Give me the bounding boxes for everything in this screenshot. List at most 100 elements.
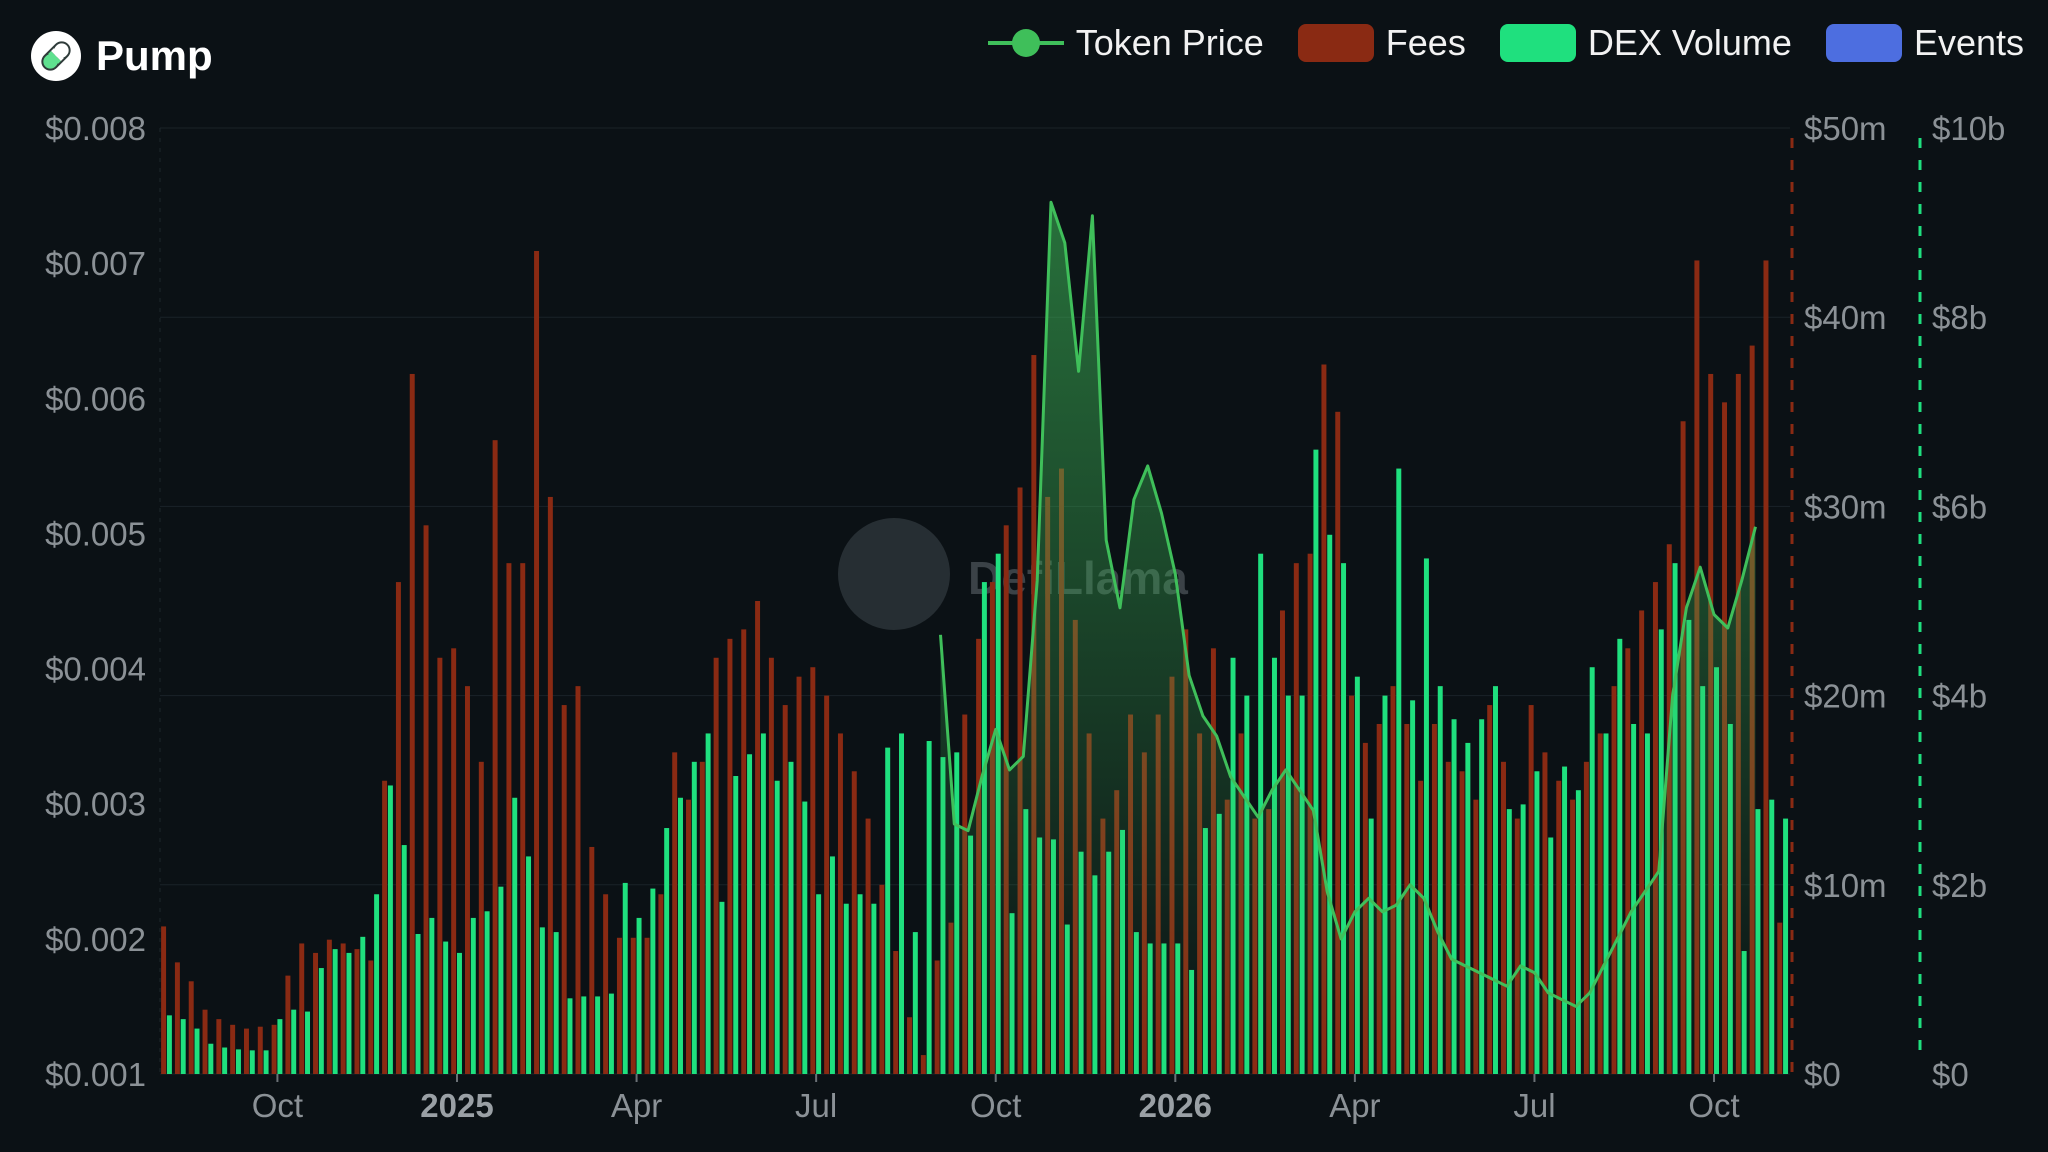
fees-bar[interactable] — [561, 705, 567, 1074]
dex-volume-bar[interactable] — [788, 761, 794, 1074]
dex-volume-bar[interactable] — [180, 1019, 186, 1074]
dex-volume-bar[interactable] — [1382, 695, 1388, 1074]
fees-bar[interactable] — [368, 960, 374, 1074]
dex-volume-bar[interactable] — [829, 856, 835, 1074]
dex-volume-bar[interactable] — [636, 917, 642, 1074]
fees-bar[interactable] — [340, 943, 346, 1074]
dex-volume-bar[interactable] — [1575, 790, 1581, 1074]
fees-bar[interactable] — [326, 939, 332, 1074]
fees-bar[interactable] — [243, 1028, 249, 1074]
dex-volume-bar[interactable] — [1506, 809, 1512, 1074]
fees-bar[interactable] — [1445, 761, 1451, 1074]
dex-volume-bar[interactable] — [1313, 449, 1319, 1074]
dex-volume-bar[interactable] — [747, 754, 753, 1074]
fees-bar[interactable] — [893, 951, 899, 1074]
fees-bar[interactable] — [188, 981, 194, 1074]
fees-bar[interactable] — [603, 894, 609, 1074]
dex-volume-bar[interactable] — [526, 856, 532, 1074]
dex-volume-bar[interactable] — [1617, 638, 1623, 1074]
fees-bar[interactable] — [644, 937, 650, 1074]
fees-bar[interactable] — [547, 496, 553, 1074]
fees-bar[interactable] — [1431, 723, 1437, 1074]
fees-bar[interactable] — [699, 761, 705, 1074]
fees-bar[interactable] — [161, 926, 167, 1074]
fees-bar[interactable] — [1611, 686, 1617, 1074]
dex-volume-bar[interactable] — [581, 996, 587, 1074]
fees-bar[interactable] — [672, 752, 678, 1074]
dex-volume-bar[interactable] — [1589, 667, 1595, 1074]
dex-volume-bar[interactable] — [664, 828, 670, 1074]
fees-bar[interactable] — [1376, 723, 1382, 1074]
fees-bar[interactable] — [713, 657, 719, 1074]
dex-volume-bar[interactable] — [1603, 733, 1609, 1074]
fees-bar[interactable] — [589, 846, 595, 1074]
fees-bar[interactable] — [686, 799, 691, 1074]
dex-volume-bar[interactable] — [1354, 676, 1360, 1074]
dex-volume-bar[interactable] — [843, 903, 849, 1074]
dex-volume-bar[interactable] — [1783, 818, 1789, 1074]
dex-volume-bar[interactable] — [277, 1019, 283, 1074]
fees-bar[interactable] — [1390, 686, 1396, 1074]
fees-bar[interactable] — [1597, 733, 1603, 1074]
dex-volume-bar[interactable] — [1465, 742, 1471, 1074]
fees-bar[interactable] — [1514, 818, 1520, 1074]
dex-volume-bar[interactable] — [595, 996, 601, 1074]
dex-volume-bar[interactable] — [567, 998, 573, 1074]
fees-bar[interactable] — [879, 884, 885, 1074]
dex-volume-bar[interactable] — [1437, 686, 1443, 1074]
dex-volume-bar[interactable] — [1396, 468, 1402, 1074]
fees-bar[interactable] — [271, 1024, 277, 1074]
token-price-line[interactable] — [939, 200, 1757, 1008]
dex-volume-bar[interactable] — [374, 894, 380, 1074]
fees-bar[interactable] — [437, 657, 443, 1074]
fees-bar[interactable] — [478, 761, 484, 1074]
dex-volume-bar[interactable] — [912, 932, 918, 1074]
fees-bar[interactable] — [1459, 771, 1465, 1074]
dex-volume-bar[interactable] — [1479, 719, 1485, 1074]
dex-volume-bar[interactable] — [222, 1047, 228, 1074]
fees-bar[interactable] — [1763, 260, 1769, 1074]
dex-volume-bar[interactable] — [539, 927, 545, 1074]
fees-bar[interactable] — [409, 373, 415, 1075]
fees-bar[interactable] — [796, 676, 802, 1074]
fees-bar[interactable] — [492, 440, 498, 1074]
fees-bar[interactable] — [865, 818, 871, 1074]
fees-bar[interactable] — [920, 1055, 926, 1074]
fees-bar[interactable] — [824, 695, 830, 1074]
dex-volume-bar[interactable] — [415, 933, 421, 1074]
fees-bar[interactable] — [851, 771, 857, 1074]
fees-bar[interactable] — [837, 733, 843, 1074]
fees-bar[interactable] — [575, 686, 581, 1074]
fees-bar[interactable] — [174, 962, 180, 1074]
dex-volume-bar[interactable] — [346, 952, 352, 1074]
dex-volume-bar[interactable] — [1534, 771, 1540, 1074]
fees-bar[interactable] — [1570, 799, 1576, 1074]
fees-bar[interactable] — [768, 657, 774, 1074]
dex-volume-bar[interactable] — [360, 936, 366, 1074]
dex-volume-bar[interactable] — [1451, 719, 1457, 1074]
dex-volume-bar[interactable] — [235, 1049, 241, 1074]
dex-volume-bar[interactable] — [691, 761, 697, 1074]
fees-bar[interactable] — [907, 1017, 913, 1074]
fees-bar[interactable] — [520, 563, 526, 1074]
dex-volume-bar[interactable] — [484, 911, 490, 1074]
fees-bar[interactable] — [423, 525, 429, 1074]
dex-volume-bar[interactable] — [443, 941, 449, 1074]
dex-volume-bar[interactable] — [401, 845, 407, 1074]
dex-volume-bar[interactable] — [871, 903, 877, 1074]
fees-bar[interactable] — [1528, 705, 1534, 1074]
dex-volume-bar[interactable] — [305, 1011, 311, 1074]
dex-volume-bar[interactable] — [332, 949, 338, 1074]
fees-bar[interactable] — [354, 949, 360, 1074]
fees-bar[interactable] — [727, 638, 733, 1074]
fees-bar[interactable] — [230, 1024, 236, 1074]
dex-volume-bar[interactable] — [470, 917, 476, 1074]
fees-bar[interactable] — [1639, 610, 1645, 1074]
dex-volume-bar[interactable] — [802, 801, 808, 1074]
fees-bar[interactable] — [382, 780, 388, 1074]
dex-volume-bar[interactable] — [456, 952, 462, 1074]
dex-volume-bar[interactable] — [263, 1050, 269, 1074]
fees-bar[interactable] — [1349, 695, 1355, 1074]
dex-volume-bar[interactable] — [1562, 766, 1568, 1074]
dex-volume-bar[interactable] — [1341, 563, 1347, 1074]
